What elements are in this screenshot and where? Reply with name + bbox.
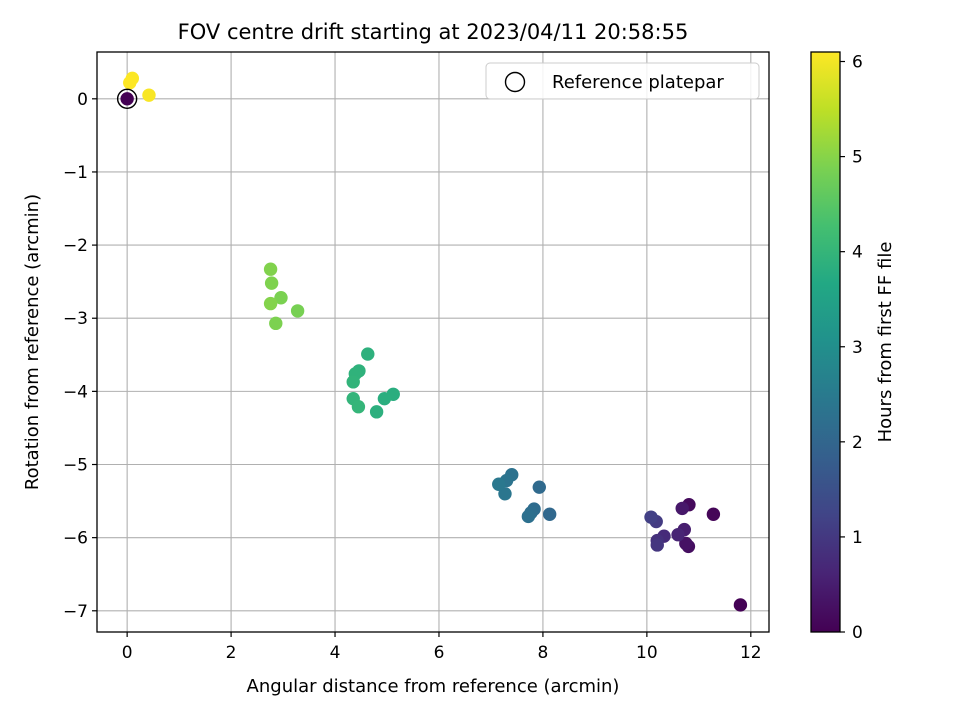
- x-tick-label: 2: [226, 643, 237, 663]
- colorbar-tick-label: 5: [852, 148, 863, 168]
- y-tick-label: −6: [63, 529, 88, 549]
- data-point: [290, 304, 305, 318]
- data-point: [498, 487, 512, 501]
- colorbar-tick-label: 0: [852, 623, 863, 643]
- data-point: [123, 76, 137, 90]
- data-point: [733, 598, 748, 612]
- legend-marker: [504, 71, 526, 93]
- y-tick-label: 0: [77, 90, 88, 110]
- data-point: [492, 477, 506, 491]
- data-point: [264, 276, 279, 290]
- data-point: [532, 480, 546, 494]
- y-tick-label: −5: [63, 456, 88, 476]
- data-point: [671, 528, 685, 542]
- data-point: [351, 400, 366, 414]
- y-tick-label: −2: [63, 236, 88, 256]
- data-points: [120, 71, 748, 612]
- colorbar-tick-label: 1: [852, 528, 863, 548]
- data-point: [650, 538, 664, 552]
- colorbar-tick-label: 2: [852, 433, 863, 453]
- data-point: [274, 291, 288, 305]
- colorbar-frame: [810, 51, 841, 633]
- colorbar-label: Hours from first FF file: [875, 242, 896, 443]
- data-point: [377, 391, 392, 406]
- x-axis-label: Angular distance from reference (arcmin): [247, 676, 620, 697]
- y-axis-ticks: 0 −1 −2 −3 −4 −5 −6 −7: [63, 90, 97, 622]
- colorbar: [811, 52, 840, 632]
- legend: Reference platepar: [485, 62, 760, 100]
- data-point: [263, 262, 278, 276]
- y-tick-label: −7: [63, 602, 88, 622]
- legend-box: [485, 62, 760, 100]
- plot-frame: [96, 51, 770, 633]
- y-axis-label: Rotation from reference (arcmin): [22, 194, 43, 490]
- data-point: [675, 501, 689, 516]
- x-axis-ticks: 0 2 4 6 8 10 12: [122, 632, 762, 663]
- y-tick-label: −3: [63, 309, 88, 329]
- reference-platepar-marker: [116, 88, 138, 110]
- data-point: [120, 92, 134, 106]
- x-tick-label: 12: [740, 643, 762, 663]
- colorbar-ticks: 0 1 2 3 4 5 6: [840, 53, 863, 643]
- x-tick-label: 4: [330, 643, 341, 663]
- data-point: [263, 296, 278, 311]
- colorbar-tick-label: 3: [852, 338, 863, 358]
- colorbar-tick-label: 6: [852, 53, 863, 73]
- legend-label: Reference platepar: [552, 72, 724, 93]
- data-point: [369, 405, 384, 419]
- data-point: [346, 375, 360, 389]
- data-point: [361, 347, 375, 361]
- plot-background: [97, 52, 769, 632]
- colorbar-tick-label: 4: [852, 243, 863, 263]
- x-tick-label: 8: [538, 643, 549, 663]
- data-point: [644, 510, 658, 524]
- y-tick-label: −4: [63, 382, 88, 402]
- data-point: [521, 509, 536, 524]
- data-point: [706, 507, 721, 521]
- y-tick-label: −1: [63, 163, 88, 183]
- x-tick-label: 10: [636, 643, 658, 663]
- x-tick-label: 6: [434, 643, 445, 663]
- x-tick-label: 0: [122, 643, 133, 663]
- data-point: [679, 536, 693, 551]
- data-point: [269, 316, 283, 331]
- chart-title: FOV centre drift starting at 2023/04/11 …: [178, 20, 689, 44]
- data-point: [542, 507, 557, 521]
- data-point: [142, 88, 156, 102]
- reference-marker-layer: [116, 88, 138, 110]
